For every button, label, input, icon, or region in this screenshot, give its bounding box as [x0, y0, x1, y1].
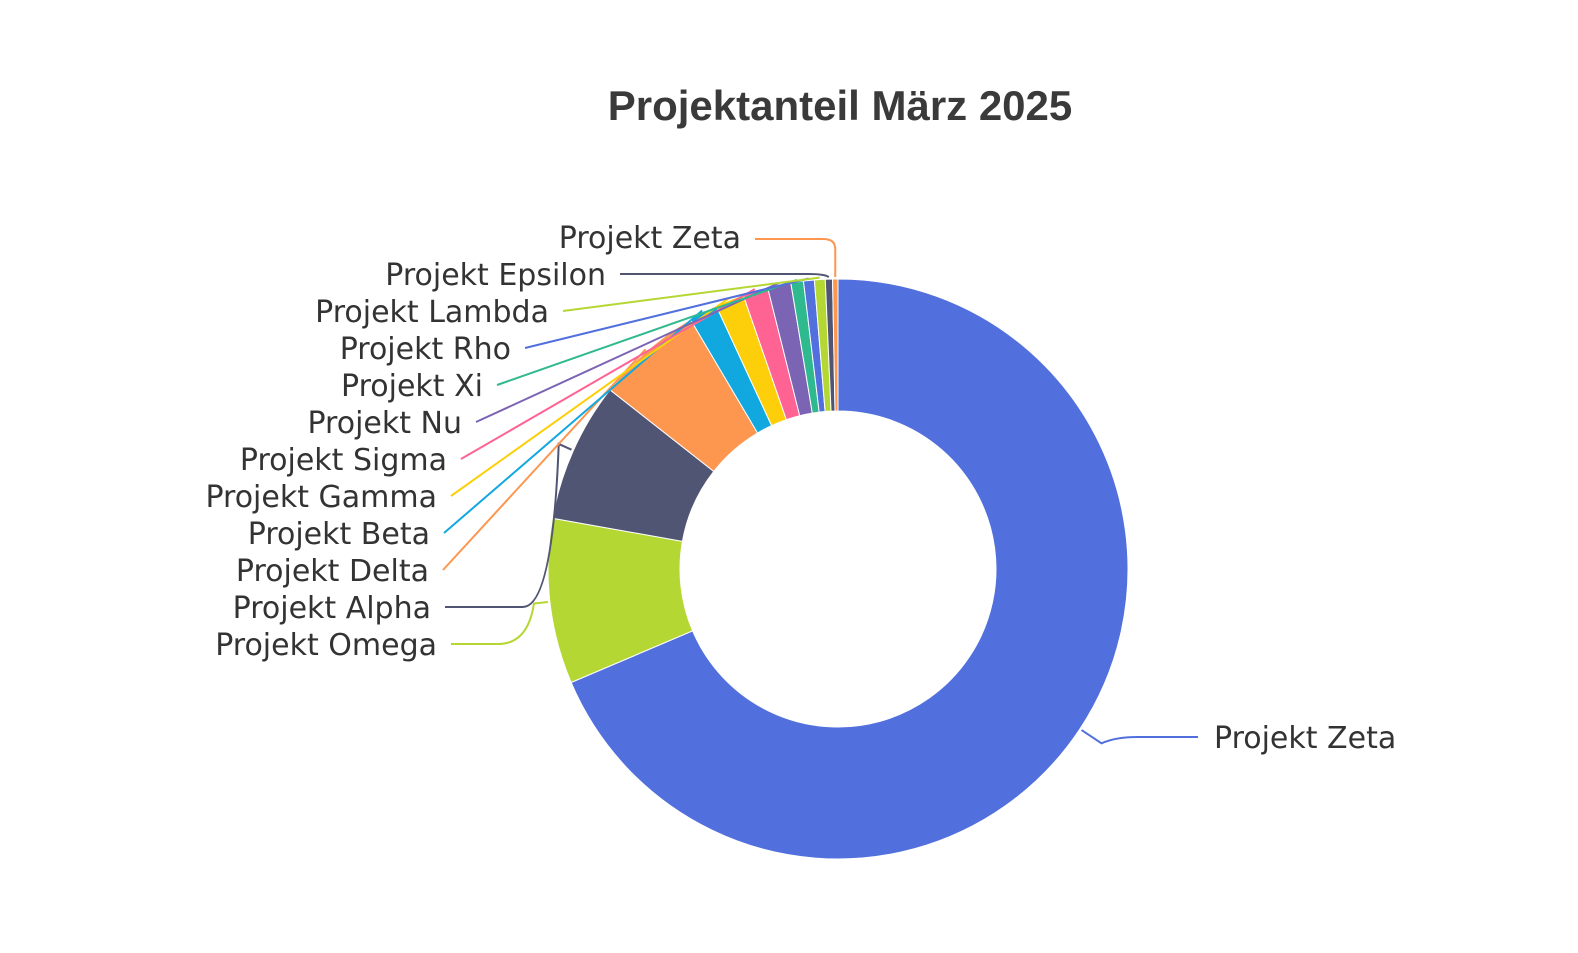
leader-line-8	[496, 278, 798, 386]
leader-line-7	[475, 282, 780, 423]
slice-label-5: Projekt Gamma	[205, 480, 437, 515]
leader-line-10	[562, 276, 820, 312]
leader-line-1	[451, 600, 548, 645]
slice-label-0: Projekt Zeta	[1214, 721, 1396, 756]
leader-line-11	[620, 273, 830, 278]
slice-projekt-zeta-0[interactable]	[570, 278, 1129, 860]
leader-line-2	[445, 442, 572, 608]
slice-projekt-zeta-12[interactable]	[832, 278, 839, 412]
slice-label-12: Projekt Zeta	[559, 221, 741, 256]
leader-line-9	[524, 277, 809, 349]
slice-label-9: Projekt Rho	[340, 332, 511, 367]
slice-label-6: Projekt Sigma	[240, 443, 447, 478]
slice-label-7: Projekt Nu	[307, 406, 462, 441]
slice-label-8: Projekt Xi	[341, 369, 483, 404]
slice-label-10: Projekt Lambda	[315, 295, 549, 330]
slice-label-1: Projekt Omega	[215, 628, 437, 663]
leader-line-0	[1080, 729, 1198, 745]
leader-line-3	[442, 348, 647, 571]
slice-label-3: Projekt Delta	[236, 554, 429, 589]
slice-label-2: Projekt Alpha	[233, 591, 431, 626]
chart-title: Projektanteil März 2025	[607, 82, 1073, 129]
leader-line-12	[755, 238, 837, 278]
slice-label-4: Projekt Beta	[248, 517, 430, 552]
slice-label-11: Projekt Epsilon	[385, 258, 606, 293]
